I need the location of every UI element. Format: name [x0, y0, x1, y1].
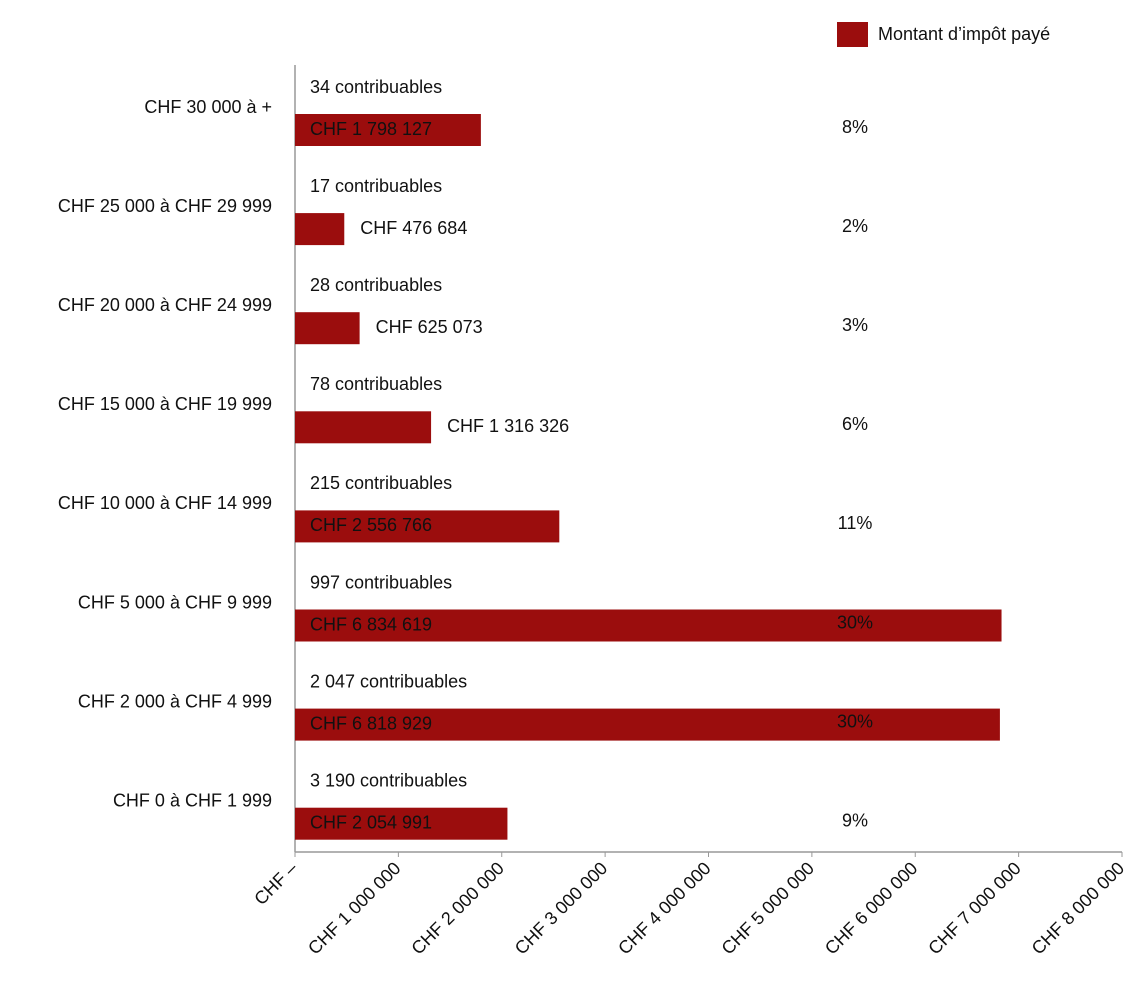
- x-tick-label: CHF 6 000 000: [821, 858, 921, 958]
- y-tick-label: CHF 20 000 à CHF 24 999: [58, 295, 272, 315]
- value-label: CHF 2 556 766: [310, 515, 432, 535]
- x-tick-label: CHF 8 000 000: [1028, 858, 1125, 958]
- x-tick-label: CHF –: [250, 858, 301, 909]
- y-tick-label: CHF 10 000 à CHF 14 999: [58, 493, 272, 513]
- value-label: CHF 476 684: [360, 218, 467, 238]
- bar: [295, 708, 1000, 741]
- value-label: CHF 2 054 991: [310, 812, 432, 832]
- x-tick-label: CHF 7 000 000: [924, 858, 1024, 958]
- value-label: CHF 6 834 619: [310, 614, 432, 634]
- y-tick-label: CHF 30 000 à +: [144, 97, 272, 117]
- bar: [295, 609, 1002, 642]
- legend-label: Montant d’impôt payé: [878, 24, 1050, 44]
- y-tick-label: CHF 2 000 à CHF 4 999: [78, 691, 272, 711]
- y-tick-label: CHF 25 000 à CHF 29 999: [58, 196, 272, 216]
- count-label: 215 contribuables: [310, 473, 452, 493]
- share-label: 3%: [842, 315, 868, 335]
- y-tick-label: CHF 15 000 à CHF 19 999: [58, 394, 272, 414]
- bar: [295, 411, 432, 444]
- x-tick-label: CHF 3 000 000: [511, 858, 611, 958]
- x-tick-label: CHF 2 000 000: [407, 858, 507, 958]
- count-label: 2 047 contribuables: [310, 671, 467, 691]
- bar: [295, 807, 508, 840]
- bar: [295, 510, 560, 543]
- share-label: 8%: [842, 117, 868, 137]
- y-tick-label: CHF 0 à CHF 1 999: [113, 790, 272, 810]
- count-label: 997 contribuables: [310, 572, 452, 592]
- legend-swatch: [837, 22, 868, 47]
- share-label: 6%: [842, 414, 868, 434]
- count-label: 34 contribuables: [310, 77, 442, 97]
- count-label: 3 190 contribuables: [310, 770, 467, 790]
- count-label: 28 contribuables: [310, 275, 442, 295]
- count-label: 78 contribuables: [310, 374, 442, 394]
- x-tick-label: CHF 5 000 000: [718, 858, 818, 958]
- share-label: 11%: [838, 513, 873, 533]
- y-tick-label: CHF 5 000 à CHF 9 999: [78, 592, 272, 612]
- bar: [295, 312, 360, 345]
- x-tick-label: CHF 4 000 000: [614, 858, 714, 958]
- share-label: 30%: [837, 711, 873, 731]
- count-label: 17 contribuables: [310, 176, 442, 196]
- value-label: CHF 1 316 326: [447, 416, 569, 436]
- bar: [295, 213, 345, 246]
- value-label: CHF 625 073: [376, 317, 483, 337]
- share-label: 9%: [842, 810, 868, 830]
- value-label: CHF 1 798 127: [310, 119, 432, 139]
- bar: [295, 114, 481, 146]
- value-label: CHF 6 818 929: [310, 713, 432, 733]
- share-label: 2%: [842, 216, 868, 236]
- share-label: 30%: [837, 612, 873, 632]
- x-tick-label: CHF 1 000 000: [304, 858, 404, 958]
